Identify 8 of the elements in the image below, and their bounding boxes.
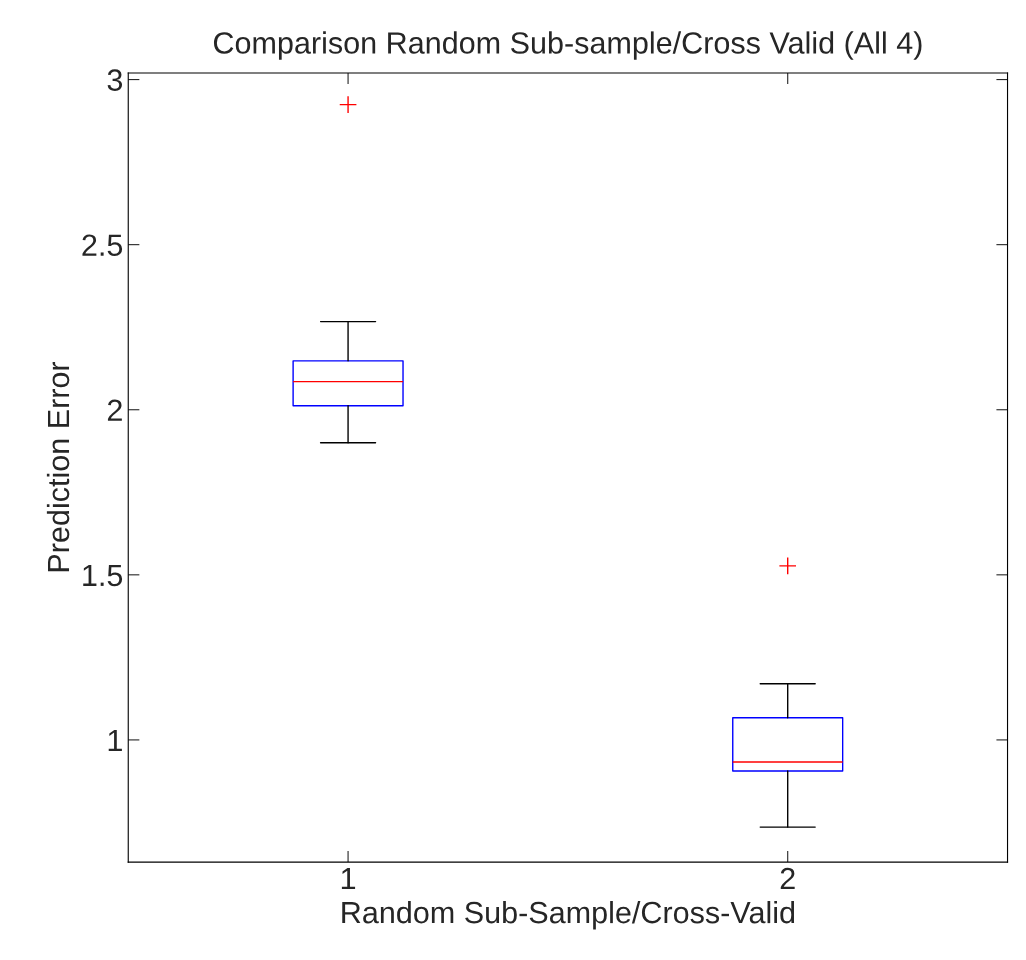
y-tick-label: 2.5 — [82, 234, 123, 257]
y-tick-label: 1.5 — [83, 564, 123, 587]
y-tick-label: 3 — [107, 69, 123, 91]
chart-title: Comparison Random Sub-sample/Cross Valid (All 4) — [213, 31, 922, 60]
y-tick-label: 2 — [107, 399, 122, 421]
y-tick-label: 1 — [108, 729, 122, 751]
x-axis-title: Random Sub-Sample/Cross-Valid — [342, 900, 795, 930]
y-axis-title: Prediction Error — [46, 361, 70, 572]
